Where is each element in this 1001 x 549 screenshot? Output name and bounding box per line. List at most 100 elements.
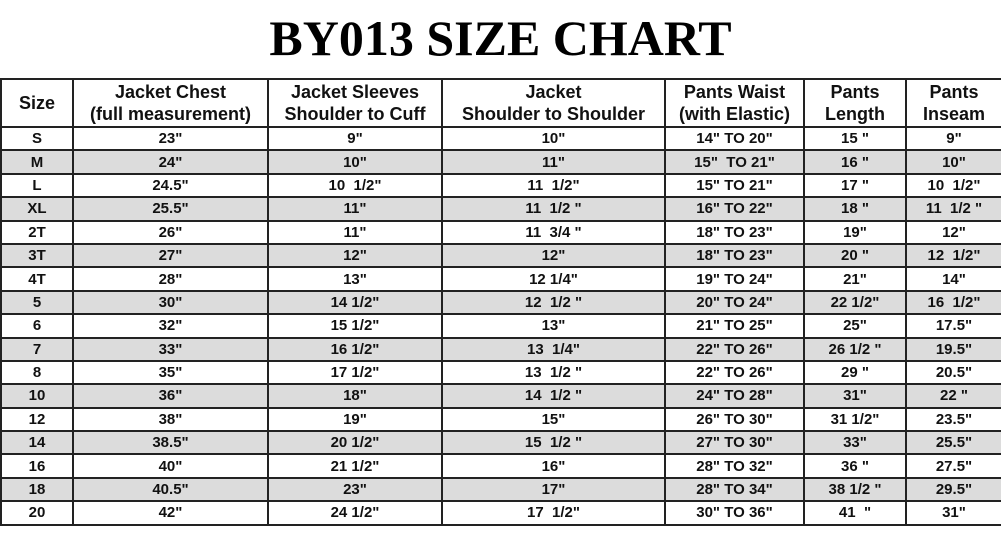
cell-jacket-chest: 38": [72, 406, 269, 433]
header-line: Shoulder to Shoulder: [462, 104, 645, 124]
cell-size: XL: [0, 196, 74, 222]
cell-jacket-sleeves: 16 1/2": [267, 336, 443, 362]
cell-pants-waist: 18" TO 23": [664, 219, 805, 245]
cell-jacket-chest: 28": [72, 266, 269, 292]
cell-size: S: [0, 125, 74, 152]
cell-pants-length: 31 1/2": [803, 406, 907, 433]
cell-jacket-shoulder: 17": [441, 476, 666, 503]
cell-pants-inseam: 10 1/2": [905, 172, 1001, 199]
table-row: 18 40.5" 23" 17" 28" TO 34" 38 1/2 " 29.5": [0, 476, 1001, 503]
header-line: Pants Waist: [683, 82, 786, 102]
cell-pants-inseam: 12": [905, 219, 1001, 245]
table-row: 4T 28" 13" 12 1/4" 19" TO 24" 21" 14": [0, 266, 1001, 292]
cell-jacket-shoulder: 12": [441, 242, 666, 269]
cell-pants-inseam: 22 ": [905, 383, 1001, 409]
cell-jacket-sleeves: 11": [267, 196, 443, 222]
cell-size: L: [0, 172, 74, 199]
cell-pants-length: 20 ": [803, 242, 907, 269]
cell-jacket-sleeves: 13": [267, 266, 443, 292]
cell-jacket-sleeves: 24 1/2": [267, 500, 443, 526]
cell-size: 4T: [0, 266, 74, 292]
cell-jacket-chest: 30": [72, 289, 269, 316]
cell-pants-length: 41 ": [803, 500, 907, 526]
table-row: 10 36" 18" 14 1/2 " 24" TO 28" 31" 22 ": [0, 383, 1001, 409]
cell-pants-waist: 22" TO 26": [664, 336, 805, 362]
header-line: Inseam: [922, 104, 986, 124]
cell-size: 12: [0, 406, 74, 433]
cell-pants-length: 33": [803, 430, 907, 456]
size-chart-table: Size Jacket Chest (full measurement) Jacket…: [0, 78, 1001, 526]
header-line: Shoulder to Cuff: [284, 104, 426, 124]
cell-size: 20: [0, 500, 74, 526]
cell-jacket-chest: 40": [72, 453, 269, 479]
cell-pants-inseam: 25.5": [905, 430, 1001, 456]
cell-pants-inseam: 27.5": [905, 453, 1001, 479]
header-line: Pants: [830, 82, 880, 102]
cell-pants-length: 31": [803, 383, 907, 409]
table-row: 2T 26" 11" 11 3/4 " 18" TO 23" 19" 12": [0, 219, 1001, 245]
cell-pants-length: 18 ": [803, 196, 907, 222]
table-row: XL 25.5" 11" 11 1/2 " 16" TO 22" 18 " 11 1/2 ": [0, 196, 1001, 222]
cell-pants-length: 17 ": [803, 172, 907, 199]
cell-jacket-sleeves: 9": [267, 125, 443, 152]
page-title: BY013 SIZE CHART: [269, 10, 732, 66]
cell-size: 14: [0, 430, 74, 456]
cell-size: 7: [0, 336, 74, 362]
column-header-jacket-sleeves: Jacket Sleeves Shoulder to Cuff: [267, 78, 443, 128]
cell-size: 2T: [0, 219, 74, 245]
cell-pants-waist: 24" TO 28": [664, 383, 805, 409]
cell-size: 6: [0, 313, 74, 339]
cell-pants-waist: 15" TO 21": [664, 172, 805, 199]
cell-pants-waist: 28" TO 34": [664, 476, 805, 503]
table-row: 16 40" 21 1/2" 16" 28" TO 32" 36 " 27.5": [0, 453, 1001, 479]
cell-pants-waist: 21" TO 25": [664, 313, 805, 339]
table-row: M 24" 10" 11" 15" TO 21" 16 " 10": [0, 149, 1001, 175]
cell-pants-length: 26 1/2 ": [803, 336, 907, 362]
cell-jacket-shoulder: 11 1/2": [441, 172, 666, 199]
cell-jacket-shoulder: 15 1/2 ": [441, 430, 666, 456]
cell-pants-waist: 27" TO 30": [664, 430, 805, 456]
cell-size: 18: [0, 476, 74, 503]
cell-jacket-chest: 24": [72, 149, 269, 175]
cell-size: 3T: [0, 242, 74, 269]
cell-pants-inseam: 20.5": [905, 359, 1001, 386]
cell-jacket-sleeves: 14 1/2": [267, 289, 443, 316]
cell-pants-waist: 16" TO 22": [664, 196, 805, 222]
cell-jacket-shoulder: 11 3/4 ": [441, 219, 666, 245]
column-header-size: Size: [0, 78, 74, 128]
table-row: 3T 27" 12" 12" 18" TO 23" 20 " 12 1/2": [0, 242, 1001, 269]
column-header-jacket-chest: Jacket Chest (full measurement): [72, 78, 269, 128]
cell-jacket-sleeves: 10": [267, 149, 443, 175]
cell-size: 8: [0, 359, 74, 386]
cell-pants-waist: 15" TO 21": [664, 149, 805, 175]
cell-jacket-sleeves: 17 1/2": [267, 359, 443, 386]
table-row: 14 38.5" 20 1/2" 15 1/2 " 27" TO 30" 33" 25.5": [0, 430, 1001, 456]
cell-jacket-shoulder: 13 1/4": [441, 336, 666, 362]
header-line: (full measurement): [89, 104, 252, 124]
cell-jacket-shoulder: 11": [441, 149, 666, 175]
cell-jacket-shoulder: 15": [441, 406, 666, 433]
header-line: Pants: [929, 82, 979, 102]
table-row: 7 33" 16 1/2" 13 1/4" 22" TO 26" 26 1/2 " 19.5…: [0, 336, 1001, 362]
header-row: Size Jacket Chest (full measurement) Jacket…: [0, 78, 1001, 128]
cell-pants-inseam: 16 1/2": [905, 289, 1001, 316]
cell-jacket-sleeves: 19": [267, 406, 443, 433]
header-line: Jacket Sleeves: [290, 82, 420, 102]
cell-jacket-chest: 40.5": [72, 476, 269, 503]
cell-jacket-sleeves: 11": [267, 219, 443, 245]
cell-pants-length: 15 ": [803, 125, 907, 152]
column-header-pants-length: Pants Length: [803, 78, 907, 128]
cell-size: 5: [0, 289, 74, 316]
column-header-pants-waist: Pants Waist (with Elastic): [664, 78, 805, 128]
cell-jacket-chest: 38.5": [72, 430, 269, 456]
cell-jacket-chest: 35": [72, 359, 269, 386]
cell-pants-waist: 30" TO 36": [664, 500, 805, 526]
cell-size: M: [0, 149, 74, 175]
cell-pants-waist: 28" TO 32": [664, 453, 805, 479]
cell-jacket-sleeves: 10 1/2": [267, 172, 443, 199]
header-line: Length: [825, 104, 885, 124]
cell-jacket-chest: 36": [72, 383, 269, 409]
cell-pants-inseam: 10": [905, 149, 1001, 175]
cell-pants-inseam: 29.5": [905, 476, 1001, 503]
column-header-jacket-shoulder: Jacket Shoulder to Shoulder: [441, 78, 666, 128]
